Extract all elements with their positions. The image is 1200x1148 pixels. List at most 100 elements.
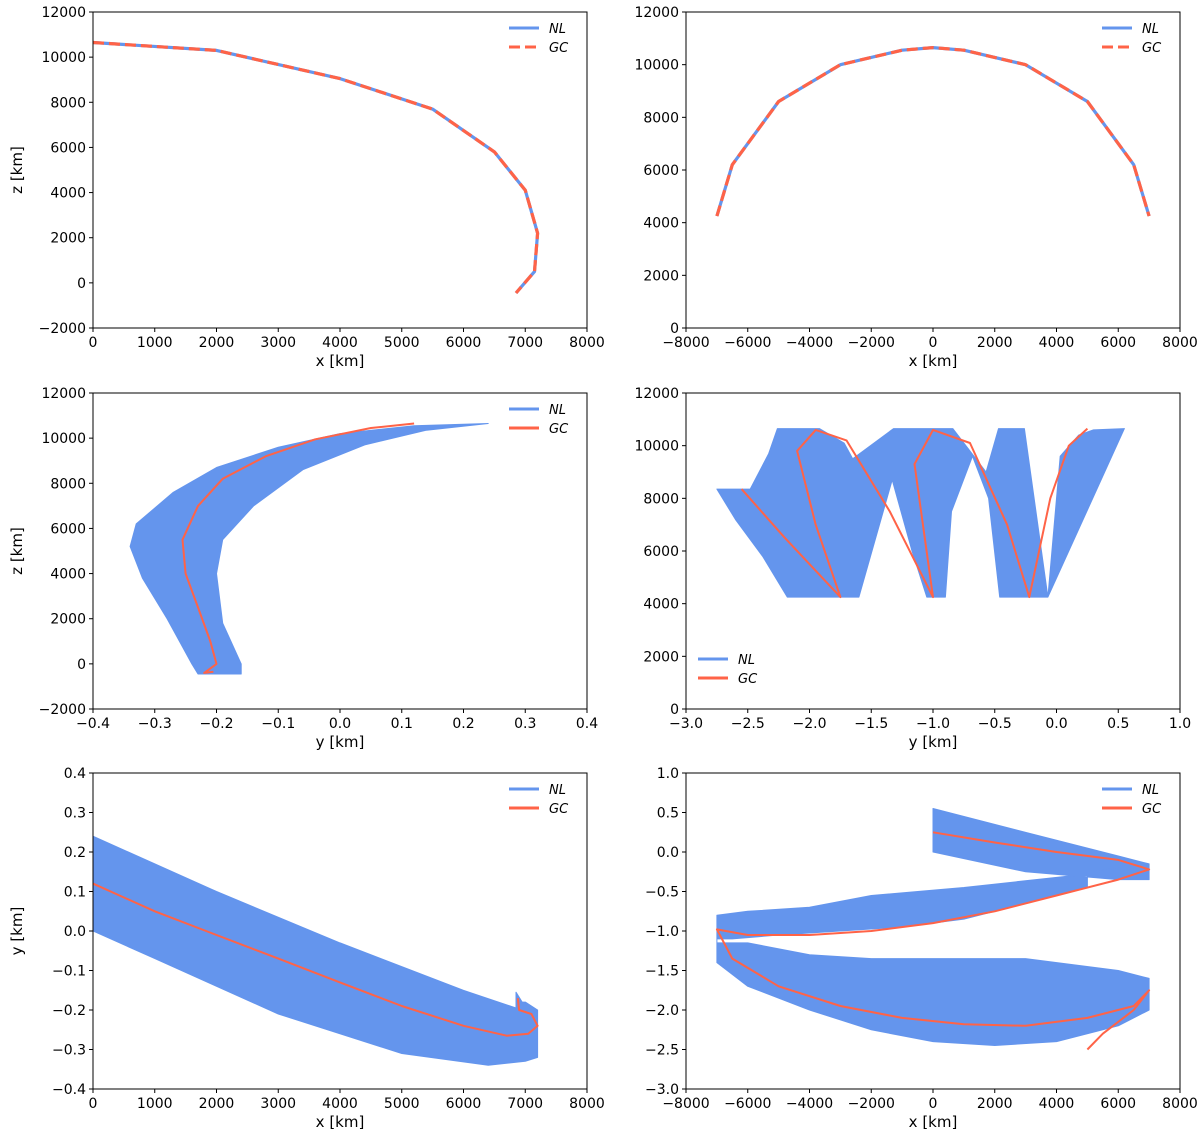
- legend: NL GC: [1102, 22, 1162, 56]
- y-tick-label: 0: [670, 702, 679, 718]
- y-tick-label: 0.0: [64, 924, 86, 940]
- x-tick-label: 0: [929, 1096, 938, 1112]
- x-tick-label: −6000: [724, 335, 771, 351]
- legend-label-nl: NL: [1142, 783, 1159, 798]
- y-tick-label: 10000: [41, 431, 86, 447]
- x-axis-label: x [km]: [316, 352, 365, 370]
- y-tick-label: 4000: [50, 567, 86, 583]
- x-tick-label: −4000: [786, 1096, 833, 1112]
- x-tick-label: 6000: [1100, 1096, 1136, 1112]
- series-line-gc: [93, 882, 539, 1037]
- y-tick-label: 6000: [50, 140, 86, 156]
- chart-p3: −0.4 −0.3 −0.2 −0.1 0.0 0.1 0.2 0.3 0.4 −2000 0 200…: [8, 386, 598, 751]
- plot-area: [93, 835, 539, 1066]
- x-tick-label: 4000: [322, 1096, 358, 1112]
- x-tick-label: 0.3: [514, 716, 536, 732]
- legend-label-nl: NL: [1142, 22, 1159, 37]
- y-axis-label: z [km]: [8, 146, 26, 194]
- plot-area: [129, 422, 489, 675]
- x-tick-label: −2000: [848, 1096, 895, 1112]
- y-tick-label: −0.5: [645, 885, 679, 901]
- x-tick-label: 4000: [1039, 335, 1075, 351]
- series-line-nl: [93, 40, 540, 295]
- x-tick-label: 0.2: [452, 716, 474, 732]
- x-tick-label: 4000: [322, 335, 358, 351]
- x-tick-label: 8000: [1162, 1096, 1198, 1112]
- x-axis-label: y [km]: [909, 733, 958, 751]
- x-tick-label: 7000: [507, 335, 543, 351]
- y-tick-label: 8000: [643, 110, 679, 126]
- legend: NL GC: [509, 403, 569, 437]
- series-band-nl: [129, 423, 489, 675]
- plot-area: [716, 427, 1125, 599]
- y-tick-label: 12000: [634, 386, 679, 402]
- x-tick-label: −0.1: [261, 716, 295, 732]
- x-tick-label: 6000: [446, 1096, 482, 1112]
- series-line-nl: [715, 45, 1151, 217]
- legend: NL GC: [509, 783, 569, 817]
- plot-area: [93, 40, 540, 295]
- y-tick-label: 10000: [634, 439, 679, 455]
- y-tick-label: −0.3: [52, 1043, 86, 1059]
- y-tick-label: −0.2: [52, 1003, 86, 1019]
- x-tick-label: −1.5: [854, 716, 888, 732]
- y-tick-label: −2000: [39, 321, 86, 337]
- x-tick-label: 8000: [1162, 335, 1198, 351]
- legend-label-gc: GC: [549, 802, 569, 817]
- y-axis-label: y [km]: [8, 907, 26, 956]
- y-tick-label: 12000: [634, 5, 679, 21]
- series-line-gc: [181, 422, 415, 674]
- x-axis-label: x [km]: [909, 352, 958, 370]
- legend-label-nl: NL: [549, 403, 566, 418]
- series-line-gc: [93, 40, 540, 295]
- legend-label-gc: GC: [1142, 41, 1162, 56]
- x-tick-label: 0: [89, 1096, 98, 1112]
- x-tick-label: 1000: [137, 1096, 173, 1112]
- y-tick-label: 8000: [643, 491, 679, 507]
- x-tick-label: −0.3: [138, 716, 172, 732]
- legend: NL GC: [698, 653, 758, 687]
- y-tick-label: 2000: [643, 268, 679, 284]
- x-tick-label: −3.0: [669, 716, 703, 732]
- axes-frame: [685, 11, 1181, 329]
- y-tick-label: 2000: [643, 649, 679, 665]
- x-tick-label: −1.0: [916, 716, 950, 732]
- legend-label-gc: GC: [738, 672, 758, 687]
- x-tick-label: 0: [89, 335, 98, 351]
- y-axis-label: z [km]: [8, 527, 26, 575]
- chart-p4: −3.0 −2.5 −2.0 −1.5 −1.0 −0.5 0.0 0.5 1.0 0 2000 40…: [634, 386, 1191, 751]
- x-tick-label: −0.4: [76, 716, 110, 732]
- y-tick-label: −0.4: [52, 1082, 86, 1098]
- x-axis-label: y [km]: [316, 733, 365, 751]
- series-line-gc: [715, 45, 1151, 217]
- y-tick-label: −1.5: [645, 964, 679, 980]
- y-tick-label: 6000: [50, 521, 86, 537]
- x-tick-label: −4000: [786, 335, 833, 351]
- chart-p6: −8000 −6000 −4000 −2000 0 2000 4000 6000 8000 −3.…: [645, 766, 1198, 1131]
- y-tick-label: 2000: [50, 231, 86, 247]
- legend: NL GC: [509, 22, 569, 56]
- y-tick-label: 4000: [50, 186, 86, 202]
- y-tick-label: 0.5: [657, 806, 679, 822]
- series-line-gc: [715, 831, 1151, 1051]
- x-axis-label: x [km]: [909, 1113, 958, 1131]
- legend-label-gc: GC: [549, 422, 569, 437]
- x-tick-label: −0.2: [200, 716, 234, 732]
- y-tick-label: 4000: [643, 216, 679, 232]
- x-axis-label: x [km]: [316, 1113, 365, 1131]
- x-tick-label: 0: [929, 335, 938, 351]
- axes-frame: [92, 11, 588, 329]
- x-tick-label: 1.0: [1169, 716, 1191, 732]
- y-tick-label: 6000: [643, 544, 679, 560]
- x-tick-label: −6000: [724, 1096, 771, 1112]
- x-tick-label: −0.5: [978, 716, 1012, 732]
- x-tick-label: 2000: [977, 335, 1013, 351]
- y-tick-label: 8000: [50, 95, 86, 111]
- y-tick-label: 8000: [50, 476, 86, 492]
- y-tick-label: 10000: [41, 50, 86, 66]
- y-tick-label: −1.0: [645, 924, 679, 940]
- plot-area: [715, 808, 1151, 1051]
- y-tick-label: 0: [670, 321, 679, 337]
- x-tick-label: 2000: [977, 1096, 1013, 1112]
- y-tick-label: 0.1: [64, 885, 86, 901]
